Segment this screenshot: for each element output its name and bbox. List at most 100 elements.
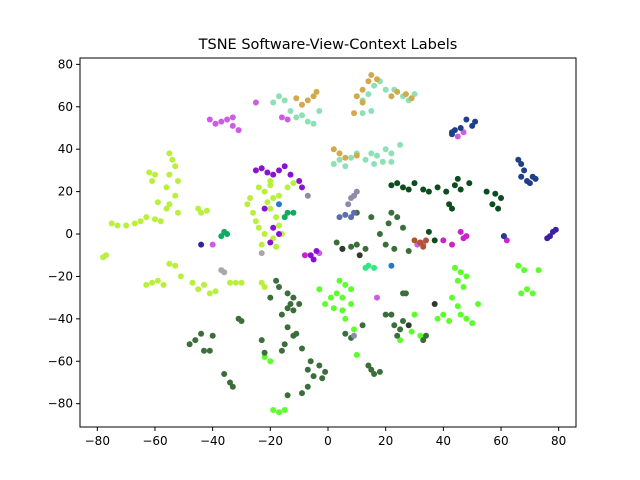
- scatter-point: [434, 184, 441, 191]
- scatter-point: [299, 390, 305, 397]
- scatter-point: [166, 150, 173, 157]
- scatter-point: [391, 245, 398, 252]
- scatter-point: [316, 108, 323, 114]
- x-tick-label: 40: [436, 434, 451, 448]
- scatter-point: [368, 366, 375, 373]
- scatter-point: [224, 116, 231, 123]
- scatter-point: [374, 152, 380, 159]
- scatter-point: [284, 305, 291, 312]
- points-layer: [100, 72, 559, 416]
- scatter-point: [327, 294, 334, 301]
- x-axis: −80 −60 −40 −20 0 20 40 60 80: [85, 427, 566, 448]
- scatter-point: [353, 351, 360, 358]
- scatter-point: [348, 243, 355, 250]
- scatter-point: [503, 237, 510, 244]
- scatter-point: [394, 214, 401, 221]
- scatter-point: [440, 237, 447, 244]
- scatter-point: [163, 205, 170, 212]
- scatter-point: [345, 201, 352, 208]
- scatter-point: [376, 368, 383, 375]
- scatter-point: [400, 184, 406, 191]
- scatter-point: [131, 220, 138, 227]
- scatter-point: [405, 248, 412, 254]
- scatter-point: [374, 76, 380, 83]
- scatter-point: [276, 284, 282, 290]
- scatter-point: [425, 188, 432, 195]
- scatter-point: [420, 186, 427, 193]
- scatter-point: [532, 175, 539, 182]
- scatter-point: [544, 235, 551, 242]
- scatter-point: [270, 99, 277, 106]
- x-tick-label: 80: [551, 434, 566, 448]
- scatter-point: [287, 108, 294, 114]
- scatter-point: [535, 267, 542, 274]
- scatter-point: [276, 409, 282, 416]
- scatter-point: [376, 231, 383, 237]
- scatter-point: [281, 407, 288, 413]
- scatter-point: [278, 114, 285, 121]
- scatter-point: [359, 99, 366, 106]
- scatter-point: [189, 279, 196, 286]
- scatter-point: [365, 78, 372, 85]
- scatter-point: [368, 72, 375, 78]
- scatter-point: [175, 178, 181, 184]
- scatter-point: [446, 201, 453, 208]
- scatter-point: [411, 237, 418, 244]
- scatter-point: [206, 347, 213, 354]
- x-tick-label: −80: [85, 434, 110, 448]
- scatter-point: [218, 233, 225, 240]
- scatter-point: [198, 330, 205, 337]
- scatter-point: [368, 214, 375, 221]
- y-tick-label: 60: [58, 100, 73, 114]
- scatter-point: [351, 110, 357, 117]
- scatter-point: [400, 318, 406, 324]
- scatter-point: [192, 337, 199, 344]
- scatter-point: [342, 211, 349, 218]
- scatter-point: [149, 279, 156, 286]
- scatter-point: [518, 290, 525, 297]
- scatter-point: [281, 214, 288, 221]
- scatter-point: [201, 281, 207, 288]
- scatter-point: [330, 146, 337, 153]
- scatter-point: [284, 392, 291, 399]
- scatter-point: [463, 315, 470, 322]
- scatter-point: [310, 256, 317, 263]
- scatter-point: [518, 161, 525, 167]
- scatter-point: [460, 235, 467, 242]
- scatter-point: [388, 158, 395, 165]
- scatter-point: [351, 209, 357, 216]
- scatter-point: [489, 201, 496, 208]
- scatter-point: [333, 290, 340, 297]
- scatter-point: [322, 368, 329, 375]
- scatter-point: [388, 150, 395, 157]
- scatter-point: [460, 284, 467, 290]
- x-tick-label: 0: [324, 434, 332, 448]
- scatter-point: [154, 277, 161, 284]
- scatter-point: [143, 214, 150, 221]
- scatter-point: [175, 209, 181, 216]
- scatter-point: [454, 175, 461, 182]
- scatter-point: [440, 311, 447, 318]
- scatter-point: [348, 214, 355, 221]
- scatter-point: [258, 250, 265, 257]
- scatter-point: [457, 125, 464, 131]
- scatter-point: [353, 152, 360, 159]
- scatter-point: [521, 267, 528, 274]
- scatter-point: [166, 171, 173, 178]
- scatter-point: [276, 231, 282, 237]
- scatter-point: [229, 122, 236, 129]
- scatter-point: [417, 332, 424, 339]
- scatter-point: [270, 407, 277, 413]
- scatter-point: [388, 262, 395, 269]
- scatter-point: [177, 273, 184, 280]
- scatter-point: [255, 224, 262, 231]
- scatter-point: [103, 252, 109, 259]
- scatter-point: [423, 332, 429, 339]
- scatter-point: [270, 235, 277, 242]
- scatter-point: [290, 209, 297, 216]
- x-tick-label: 60: [493, 434, 508, 448]
- scatter-point: [420, 243, 427, 250]
- y-tick-label: −40: [48, 312, 73, 326]
- scatter-point: [388, 209, 395, 216]
